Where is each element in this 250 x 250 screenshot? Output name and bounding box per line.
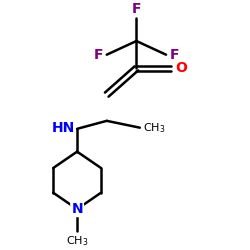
Text: N: N [71, 202, 83, 216]
Text: F: F [132, 2, 141, 16]
Text: CH$_3$: CH$_3$ [66, 234, 88, 247]
Text: HN: HN [52, 121, 75, 135]
Text: O: O [175, 62, 187, 76]
Text: CH$_3$: CH$_3$ [143, 121, 166, 134]
Text: F: F [170, 48, 179, 62]
Text: F: F [94, 48, 103, 62]
